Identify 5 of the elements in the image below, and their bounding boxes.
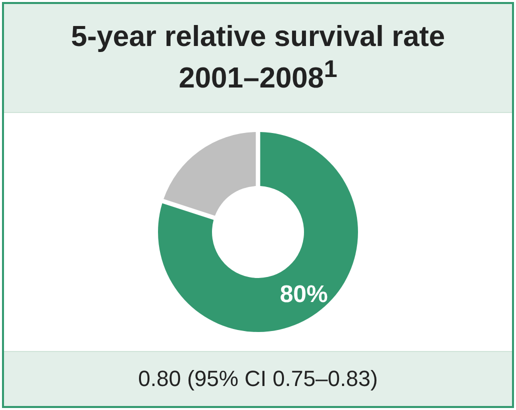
chart-title: 5-year relative survival rate 2001–2008$^{1}$ [70, 20, 446, 97]
donut-slice [164, 132, 256, 216]
donut-slice [158, 132, 358, 332]
data-label: 80% [280, 281, 328, 308]
text: 0.80 (95% CI 0.75–0.83) [4, 351, 512, 406]
